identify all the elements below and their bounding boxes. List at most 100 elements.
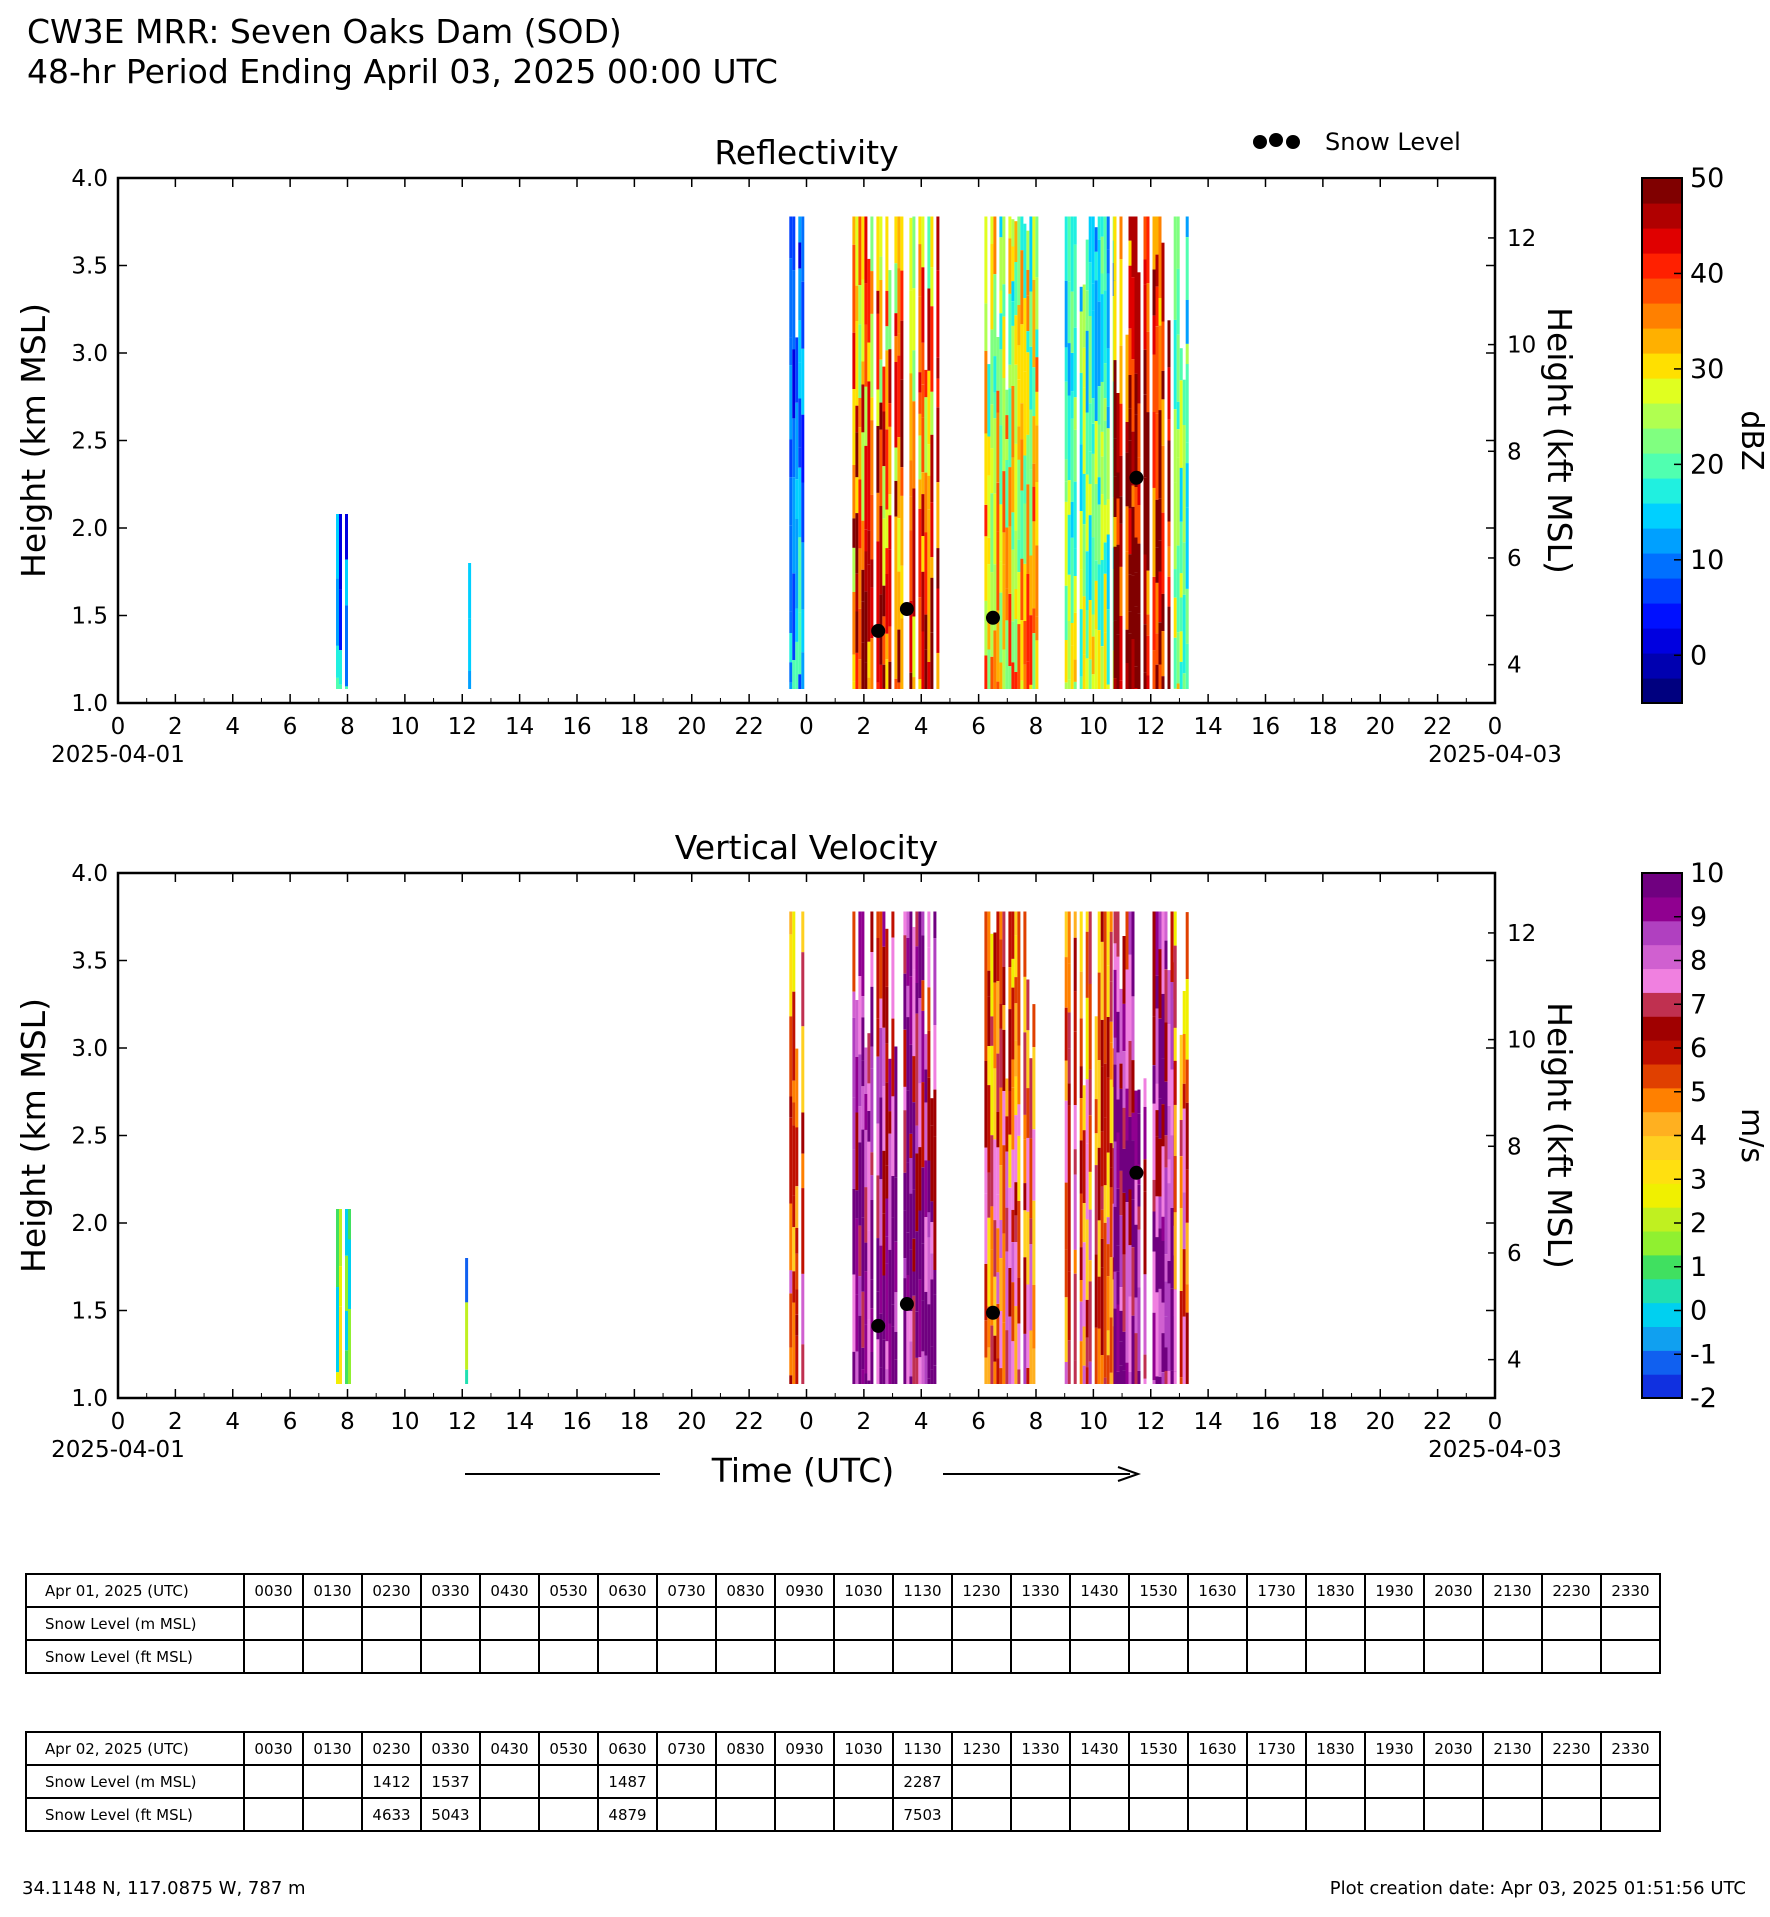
- echo-cell: [1137, 1287, 1141, 1371]
- echo-cell: [1109, 1187, 1113, 1258]
- echo-cell: [888, 1058, 892, 1112]
- echo-cell: [792, 270, 796, 350]
- time-cell: 0030: [243, 1731, 304, 1766]
- echo-cell: [1128, 1371, 1132, 1384]
- echo-cell: [993, 356, 997, 393]
- echo-cell: [1005, 620, 1009, 689]
- echo-cell: [879, 429, 883, 506]
- echo-cell: [1079, 609, 1083, 677]
- echo-cell: [1103, 1185, 1107, 1223]
- value-cell: [1423, 1764, 1484, 1799]
- echo-cell: [900, 495, 904, 566]
- echo-cell: [891, 1096, 895, 1176]
- echo-cell: [1173, 911, 1177, 946]
- echo-cell: [1097, 972, 1101, 1061]
- x-tick-label: 18: [620, 714, 649, 740]
- echo-cell: [1067, 963, 1071, 1013]
- echo-cell: [993, 216, 997, 275]
- echo-cell: [1161, 993, 1165, 1027]
- echo-cell: [924, 369, 928, 398]
- echo-cell: [1094, 483, 1098, 561]
- colorbar-frame: [1641, 177, 1683, 704]
- echo-cell: [921, 1167, 925, 1244]
- echo-cell: [1128, 633, 1132, 689]
- x-tick-label: 0: [111, 1409, 126, 1435]
- echo-cell: [1158, 216, 1162, 298]
- echo-cell: [468, 618, 472, 671]
- echo-cell: [1023, 1139, 1027, 1184]
- echo-cell: [996, 981, 1000, 1054]
- echo-cell: [1185, 237, 1189, 300]
- echo-cell: [1032, 1284, 1036, 1349]
- colorbar-swatch: [1642, 628, 1682, 654]
- echo-cell: [1143, 1274, 1147, 1355]
- echo-cell: [1011, 1341, 1015, 1384]
- echo-cell: [1085, 551, 1089, 610]
- value-cell: [1600, 1606, 1661, 1641]
- x-tick-label: 10: [1079, 1409, 1108, 1435]
- echo-cell: [1152, 269, 1156, 316]
- echo-cell: [1029, 409, 1033, 470]
- echo-cell: [1128, 911, 1132, 955]
- echo-cell: [1079, 1066, 1083, 1099]
- echo-cell: [1035, 545, 1039, 617]
- echo-cell: [1014, 1182, 1018, 1216]
- echo-cell: [927, 1030, 931, 1078]
- echo-cell: [789, 391, 793, 440]
- echo-cell: [1085, 997, 1089, 1080]
- echo-cell: [1011, 987, 1015, 1060]
- echo-cell: [1008, 216, 1012, 239]
- echo-cell: [801, 1344, 805, 1384]
- echo-cell: [1164, 1316, 1168, 1348]
- echo-cell: [861, 601, 865, 643]
- echo-cell: [1067, 1271, 1071, 1341]
- echo-cell: [1152, 487, 1156, 577]
- legend-label: Snow Level: [1325, 128, 1461, 156]
- echo-cell: [789, 1375, 793, 1384]
- echo-cell: [870, 1200, 874, 1280]
- echo-cell: [924, 1291, 928, 1356]
- echo-cell: [1091, 636, 1095, 675]
- echo-cell: [339, 684, 342, 689]
- x-tick-label: 20: [1366, 714, 1395, 740]
- echo-cell: [852, 332, 856, 389]
- echo-cell: [1113, 517, 1117, 547]
- echo-cell: [915, 1125, 919, 1154]
- echo-cell: [1167, 1024, 1171, 1106]
- station-location: 34.1148 N, 117.0875 W, 787 m: [22, 1878, 306, 1899]
- echo-cell: [888, 549, 892, 627]
- echo-cell: [1128, 440, 1132, 509]
- echo-cell: [1067, 1192, 1071, 1272]
- echo-cell: [870, 559, 874, 588]
- echo-cell: [861, 1369, 865, 1384]
- echo-cell: [1097, 239, 1101, 302]
- value-cell: [1187, 1606, 1248, 1641]
- echo-cell: [1152, 650, 1156, 689]
- echo-cell: [1097, 1276, 1101, 1329]
- echo-cell: [1122, 1331, 1126, 1371]
- echo-cell: [1185, 1059, 1189, 1103]
- value-cell: [1010, 1764, 1071, 1799]
- echo-cell: [897, 437, 901, 518]
- echo-cell: [1026, 1368, 1030, 1384]
- echo-cell: [795, 1127, 799, 1187]
- y-tick-label: 1.0: [71, 691, 108, 717]
- colorbar-swatch: [1642, 873, 1682, 898]
- echo-cell: [1002, 1145, 1006, 1234]
- echo-cell: [993, 630, 997, 689]
- echo-cell: [1067, 1083, 1071, 1106]
- echo-cell: [1085, 1367, 1089, 1384]
- y-tick-label: 3.5: [71, 254, 108, 280]
- echo-cell: [1023, 1210, 1027, 1258]
- echo-cell: [1182, 1192, 1186, 1250]
- time-cell: 0130: [302, 1573, 363, 1608]
- echo-cell: [1113, 546, 1117, 621]
- echo-cell: [870, 1308, 874, 1352]
- echo-cell: [1064, 1060, 1068, 1101]
- echo-cell: [900, 320, 904, 380]
- echo-cell: [996, 610, 1000, 682]
- echo-cell: [915, 1357, 919, 1384]
- echo-cell: [1067, 621, 1071, 680]
- echo-cell: [1122, 1192, 1126, 1255]
- echo-cell: [1176, 334, 1180, 402]
